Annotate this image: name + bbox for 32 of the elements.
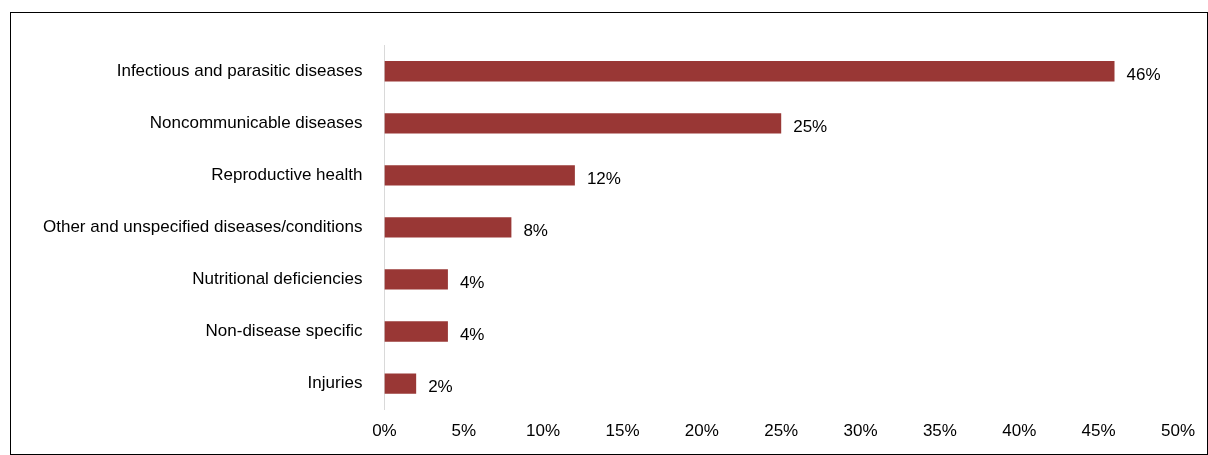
x-tick-label: 35% bbox=[922, 421, 957, 441]
y-tick-label: Reproductive health bbox=[211, 165, 363, 185]
data-label: 25% bbox=[793, 116, 828, 136]
data-label: 2% bbox=[428, 377, 453, 397]
x-tick-label: 5% bbox=[451, 421, 477, 441]
data-label: 4% bbox=[459, 325, 485, 345]
x-tick-label: 40% bbox=[1002, 421, 1037, 441]
bar bbox=[384, 269, 448, 290]
bar bbox=[384, 113, 782, 134]
bar bbox=[384, 321, 448, 342]
bar bbox=[384, 373, 417, 394]
data-label: 4% bbox=[459, 273, 485, 293]
data-label: 46% bbox=[1126, 64, 1161, 84]
data-label: 12% bbox=[586, 169, 621, 189]
data-label: 8% bbox=[523, 221, 548, 241]
y-tick-label: Injuries bbox=[307, 373, 363, 393]
bar bbox=[384, 61, 1115, 82]
x-tick-label: 30% bbox=[843, 421, 878, 441]
bar bbox=[384, 217, 512, 238]
y-tick-label: Noncommunicable diseases bbox=[149, 112, 363, 132]
x-tick-label: 15% bbox=[605, 421, 640, 441]
x-tick-label: 10% bbox=[526, 421, 561, 441]
x-tick-label: 20% bbox=[684, 421, 719, 441]
x-tick-label: 0% bbox=[372, 421, 397, 441]
y-tick-label: Infectious and parasitic diseases bbox=[116, 60, 363, 80]
x-tick-label: 45% bbox=[1081, 421, 1116, 441]
y-tick-label: Non-disease specific bbox=[205, 321, 363, 341]
y-tick-label: Nutritional deficiencies bbox=[192, 269, 363, 289]
bar bbox=[384, 165, 575, 186]
x-tick-label: 25% bbox=[764, 421, 799, 441]
x-tick-label: 50% bbox=[1160, 421, 1195, 441]
y-tick-label: Other and unspecified diseases/conditions bbox=[42, 217, 363, 237]
